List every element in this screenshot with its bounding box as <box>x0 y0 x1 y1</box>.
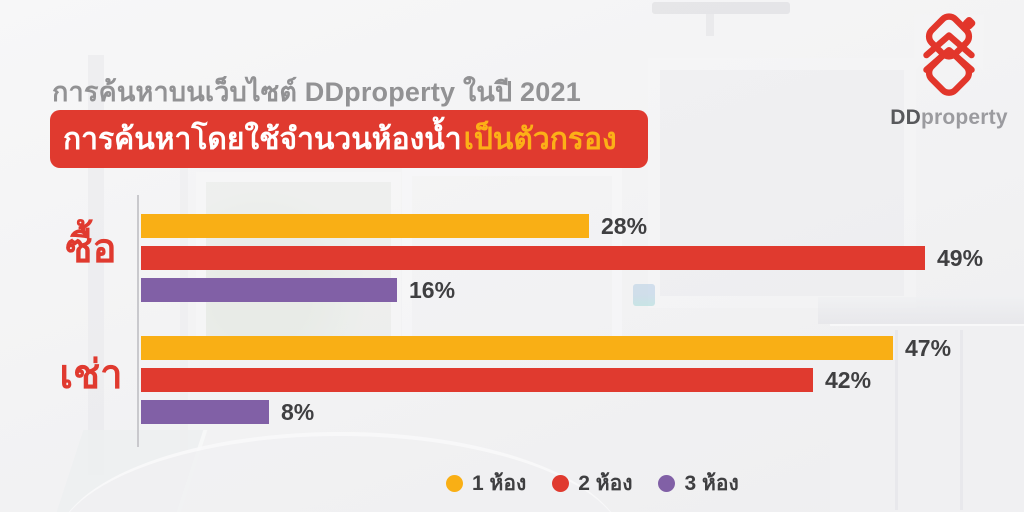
bar-row: 49% <box>141 244 984 271</box>
legend-dot-icon <box>552 475 570 492</box>
logo-text-property: property <box>920 106 1008 129</box>
legend-label: 2 ห้อง <box>578 472 633 495</box>
bar-row: 28% <box>141 212 983 239</box>
bar-series-2 <box>141 368 813 392</box>
background-vanity-counter <box>818 297 1024 324</box>
bar-row: 47% <box>141 334 952 361</box>
logo-text-dd: DD <box>890 106 921 129</box>
banner-text-main: การค้นหาโดยใช้จำนวนห้องน้ำ <box>63 122 462 156</box>
ddproperty-house-icon <box>914 13 984 96</box>
ddproperty-wordmark: DDproperty <box>888 106 1010 130</box>
bar-series-2 <box>141 246 925 270</box>
bar-series-3 <box>141 400 269 424</box>
bar-value-label: 42% <box>825 366 872 393</box>
subtitle-banner: การค้นหาโดยใช้จำนวนห้องน้ำ เป็นตัวกรอง <box>50 110 648 168</box>
ddproperty-logo: DDproperty <box>888 12 1010 130</box>
bar-series-1 <box>141 336 893 360</box>
bar-value-label: 16% <box>409 276 456 303</box>
bar-value-label: 47% <box>905 334 952 361</box>
bar-group-buy: 28% 49% 16% <box>141 212 984 310</box>
bar-value-label: 8% <box>281 398 315 425</box>
legend-item-2: 2 ห้อง <box>552 467 632 500</box>
legend-label: 1 ห้อง <box>472 472 527 495</box>
bar-value-label: 49% <box>937 244 984 271</box>
bar-row: 8% <box>141 398 951 425</box>
background-soap-box <box>633 284 655 306</box>
bar-row: 42% <box>141 366 951 393</box>
legend-dot-icon <box>658 475 676 492</box>
category-label-rent: เช่า <box>59 353 123 397</box>
background-light-fixture <box>652 2 790 14</box>
page-title: การค้นหาบนเว็บไซต์ DDproperty ในปี 2021 <box>52 77 581 107</box>
background-cabinet-seam <box>960 330 963 510</box>
bar-row: 16% <box>141 276 983 303</box>
chart-legend: 1 ห้อง 2 ห้อง 3 ห้อง <box>446 467 739 500</box>
legend-dot-icon <box>446 475 463 492</box>
banner-text-highlight: เป็นตัวกรอง <box>463 122 617 156</box>
bar-series-1 <box>141 214 589 238</box>
bar-chart: 28% 49% 16% 47% 42% 8% <box>137 195 1009 447</box>
category-label-buy: ซื้อ <box>65 227 117 271</box>
bar-group-rent: 47% 42% 8% <box>141 334 952 432</box>
legend-item-3: 3 ห้อง <box>658 467 739 500</box>
background-light-fixture <box>706 14 714 36</box>
background-cabinet-seam <box>895 330 898 510</box>
bar-series-3 <box>141 278 397 302</box>
legend-label: 3 ห้อง <box>684 472 739 495</box>
bar-value-label: 28% <box>601 212 648 239</box>
legend-item-1: 1 ห้อง <box>446 467 526 500</box>
